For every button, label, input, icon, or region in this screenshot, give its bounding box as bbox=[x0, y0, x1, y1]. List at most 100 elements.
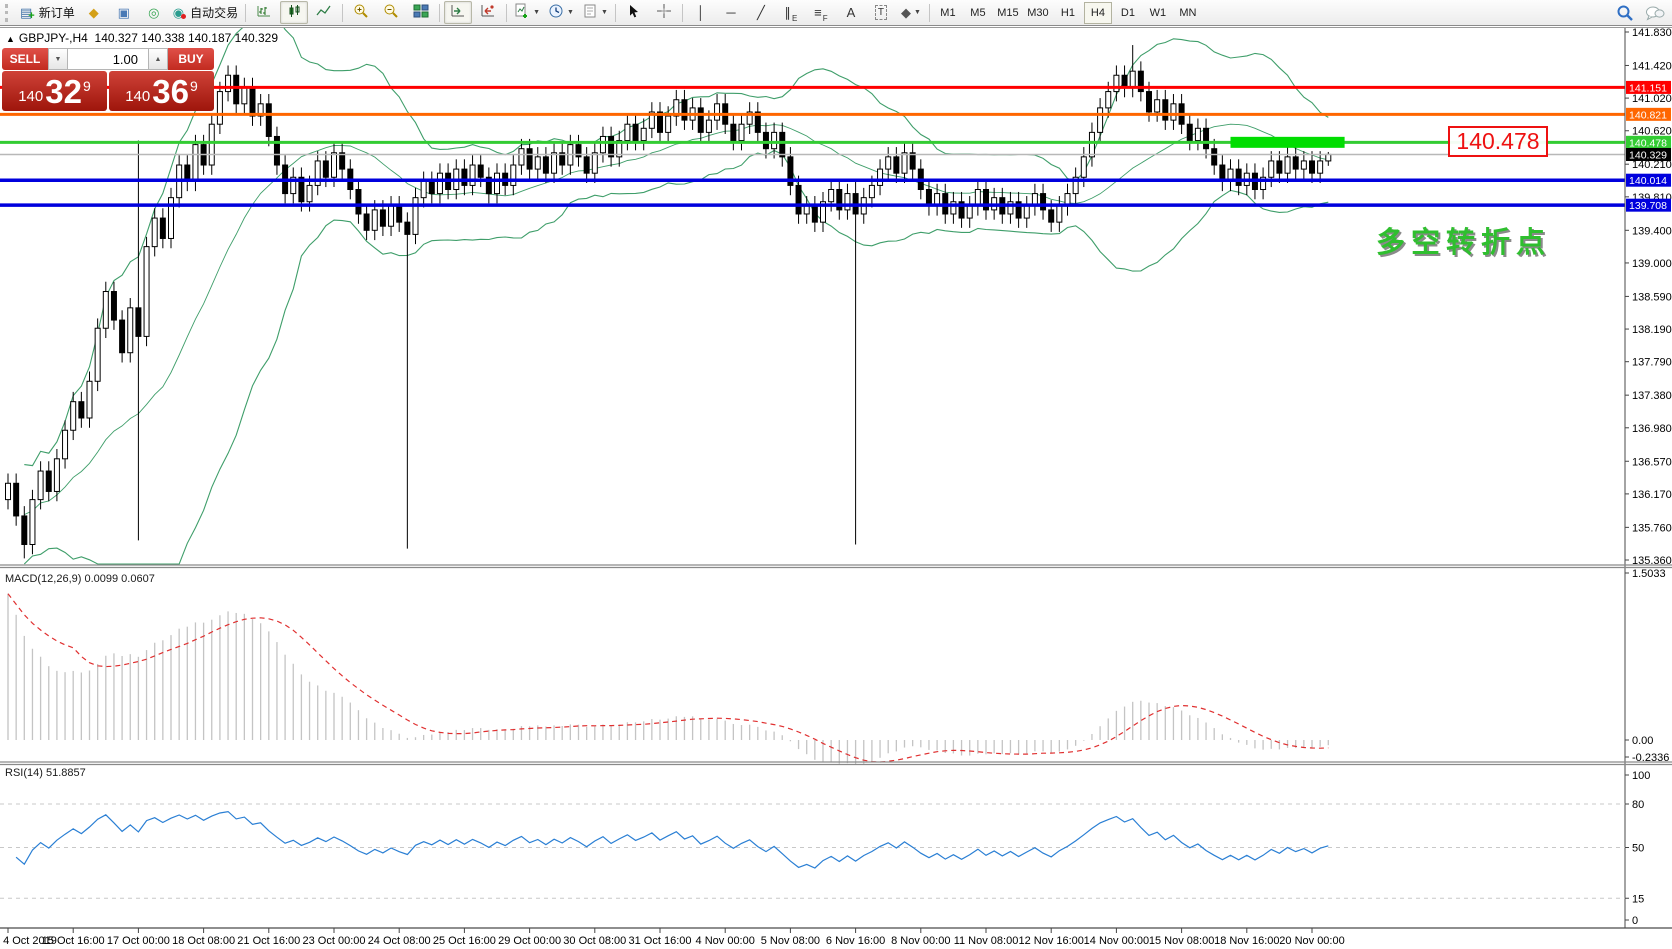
timeframe-mn-button[interactable]: MN bbox=[1179, 6, 1197, 19]
sell-price-button[interactable]: 140 32 9 bbox=[2, 71, 107, 111]
chart-title: ▲ GBPJPY-,H4 140.327 140.338 140.187 140.… bbox=[6, 31, 278, 45]
sell-button[interactable]: SELL bbox=[2, 48, 48, 70]
zoom-out-icon[interactable] bbox=[377, 1, 405, 24]
toolbar-separator bbox=[928, 3, 930, 22]
templates-icon bbox=[582, 3, 598, 22]
tile-windows-icon bbox=[413, 3, 429, 22]
highlight-zone[interactable] bbox=[1230, 136, 1345, 148]
macd-panel: 1.5033 0.00 -0.2336 bbox=[7, 568, 1669, 765]
zoom-out-icon bbox=[383, 3, 399, 22]
chart-shift-icon bbox=[480, 3, 496, 22]
timeframe-m15-button[interactable]: M15 bbox=[997, 6, 1019, 19]
bollinger-middle-band bbox=[24, 123, 1329, 516]
price-axis[interactable]: 141.830141.420141.020140.620140.210139.8… bbox=[1624, 27, 1672, 928]
toolbar-separator bbox=[342, 3, 344, 22]
text-icon: A bbox=[846, 5, 856, 20]
bar-chart-icon[interactable] bbox=[250, 1, 278, 24]
timeframe-m1-button[interactable]: M1 bbox=[940, 6, 956, 19]
chart-note-text: 多空转折点 bbox=[1376, 227, 1552, 259]
tile-windows-icon[interactable] bbox=[407, 1, 435, 24]
zoom-in-icon bbox=[353, 3, 369, 22]
timeframe-w1-button[interactable]: W1 bbox=[1149, 6, 1167, 19]
trendline-icon[interactable]: ╱ bbox=[747, 1, 775, 24]
price-tick-label: 139.000 bbox=[1632, 258, 1672, 270]
crosshair-icon bbox=[656, 3, 672, 22]
market-watch-icon[interactable]: ◆ bbox=[80, 1, 108, 24]
periods-icon bbox=[548, 3, 564, 22]
add-indicator-icon[interactable]: ▼ bbox=[511, 1, 543, 24]
time-tick-label: 8 Nov 00:00 bbox=[891, 935, 950, 947]
cursor-icon[interactable] bbox=[620, 1, 648, 24]
autotrading-button: ◉ bbox=[172, 5, 185, 20]
auto-scroll-icon[interactable] bbox=[444, 1, 473, 24]
charts-window-icon[interactable]: ▣ bbox=[110, 1, 138, 24]
price-tick-label: 141.020 bbox=[1632, 93, 1672, 105]
periods-icon-dropdown-caret[interactable]: ▼ bbox=[567, 9, 574, 16]
candlestick-chart-icon[interactable] bbox=[280, 1, 309, 24]
vertical-line-icon: │ bbox=[696, 5, 705, 20]
buy-price-handle: 140 bbox=[125, 88, 151, 105]
macd-axis-label: 1.5033 bbox=[1632, 568, 1666, 580]
equidistant-channel-icon-sub: E bbox=[792, 14, 798, 23]
price-level-tag[interactable]: 140.478 bbox=[1448, 126, 1548, 157]
chart-shift-icon[interactable] bbox=[474, 1, 502, 24]
zoom-in-icon[interactable] bbox=[347, 1, 375, 24]
timeframe-h4-button[interactable]: H4 bbox=[1083, 1, 1112, 24]
rsi-axis-label: 50 bbox=[1632, 843, 1644, 855]
periods-icon[interactable]: ▼ bbox=[545, 1, 577, 24]
new-order-button[interactable]: ▤ + 新订单 bbox=[17, 1, 78, 24]
buy-button[interactable]: BUY bbox=[168, 48, 214, 70]
toolbar-drag-handle[interactable] bbox=[5, 3, 13, 22]
chat-icon[interactable] bbox=[1641, 1, 1669, 24]
fibonacci-icon[interactable]: ≡ F bbox=[807, 1, 835, 24]
crosshair-icon[interactable] bbox=[650, 1, 678, 24]
templates-icon-dropdown-caret[interactable]: ▼ bbox=[600, 9, 608, 16]
autotrading-button-label: 自动交易 bbox=[190, 6, 239, 20]
add-indicator-icon-dropdown-caret[interactable]: ▼ bbox=[533, 9, 541, 16]
search-icon[interactable] bbox=[1611, 1, 1639, 24]
horizontal-level-lines[interactable] bbox=[0, 85, 1625, 207]
signals-icon[interactable]: ◎ bbox=[140, 1, 168, 24]
rsi-indicator-label: RSI(14) 51.8857 bbox=[5, 767, 86, 779]
price-tick-label: 136.980 bbox=[1632, 423, 1672, 435]
rsi-panel: 100 80 50 15 0 bbox=[0, 770, 1650, 927]
arrows-icon[interactable]: ◆ ▼ bbox=[897, 1, 925, 24]
timeframe-h1-button[interactable]: H1 bbox=[1060, 6, 1075, 19]
volume-input[interactable]: 1.00 bbox=[68, 48, 148, 70]
price-badge-label: 140.821 bbox=[1629, 109, 1667, 121]
price-tick-label: 137.790 bbox=[1632, 357, 1672, 369]
arrows-icon-dropdown-caret[interactable]: ▼ bbox=[913, 9, 921, 16]
vertical-line-icon[interactable]: │ bbox=[687, 1, 715, 24]
volume-increment-button[interactable]: ▲ bbox=[148, 48, 168, 70]
chart-canvas[interactable]: 141.830141.420141.020140.620140.210139.8… bbox=[0, 27, 1672, 949]
candlesticks bbox=[5, 45, 1332, 559]
collapse-triangle-icon[interactable]: ▲ bbox=[6, 34, 15, 44]
time-tick-label: 30 Oct 08:00 bbox=[563, 935, 626, 947]
sell-price-handle: 140 bbox=[18, 88, 44, 105]
rsi-axis-label: 100 bbox=[1632, 770, 1650, 782]
buy-price-button[interactable]: 140 36 9 bbox=[109, 71, 214, 111]
text-icon[interactable]: A bbox=[837, 1, 865, 24]
text-label-icon[interactable]: T bbox=[867, 1, 895, 24]
time-tick-label: 4 Nov 00:00 bbox=[696, 935, 755, 947]
macd-axis-label: -0.2336 bbox=[1632, 752, 1669, 764]
volume-decrement-button[interactable]: ▼ bbox=[48, 48, 68, 70]
timeframe-m5-button[interactable]: M5 bbox=[970, 6, 986, 19]
timeframe-d1-button[interactable]: D1 bbox=[1120, 6, 1135, 19]
autotrading-status-dot bbox=[181, 13, 187, 19]
templates-icon[interactable]: ▼ bbox=[579, 1, 611, 24]
line-chart-icon[interactable] bbox=[310, 1, 338, 24]
rsi-line bbox=[15, 810, 1329, 869]
macd-axis-label: 0.00 bbox=[1632, 735, 1653, 747]
timeframe-m30-button[interactable]: M30 bbox=[1027, 6, 1049, 19]
timeframe-bar: M1 M5 M15 M30 H1 H4 D1 W1 MN bbox=[933, 1, 1203, 24]
equidistant-channel-icon[interactable]: ∥ E bbox=[777, 1, 805, 24]
candlestick-chart-icon bbox=[286, 3, 302, 22]
fibonacci-icon-sub: F bbox=[822, 14, 828, 23]
time-tick-label: 18 Oct 08:00 bbox=[172, 935, 235, 947]
time-tick-label: 25 Oct 16:00 bbox=[433, 935, 496, 947]
price-tick-label: 136.570 bbox=[1632, 456, 1672, 468]
autotrading-button[interactable]: ◉ 自动交易 bbox=[170, 1, 241, 24]
horizontal-line-icon[interactable]: ─ bbox=[717, 1, 745, 24]
